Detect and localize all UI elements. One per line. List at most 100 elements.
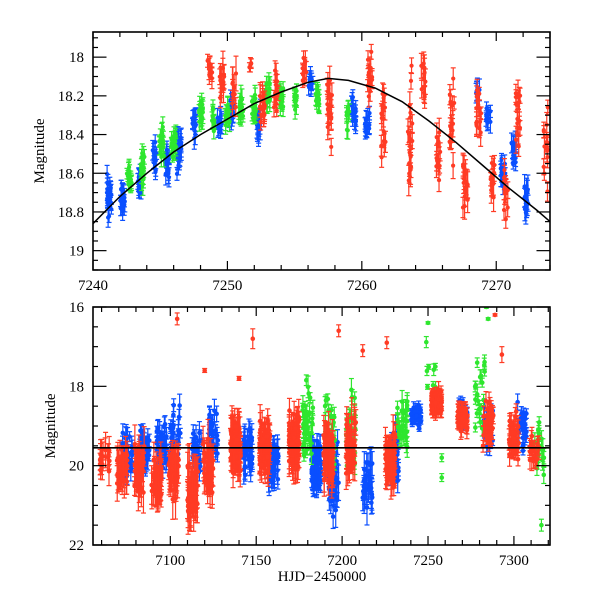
data-point <box>524 188 529 193</box>
data-point-blue <box>177 393 183 418</box>
data-point <box>522 207 528 212</box>
data-point-red <box>460 152 466 177</box>
data-point <box>329 116 334 121</box>
data-point <box>274 108 279 113</box>
data-point-red <box>501 158 507 183</box>
series-red <box>205 43 550 229</box>
data-point <box>170 145 175 150</box>
data-point <box>381 116 386 121</box>
data-point-blue <box>483 110 489 123</box>
data-point-blue <box>176 408 182 426</box>
data-point <box>502 167 507 173</box>
data-point <box>435 141 440 147</box>
data-point <box>406 178 411 183</box>
data-point <box>214 433 220 438</box>
data-point <box>258 119 263 124</box>
data-point-blue <box>104 164 110 184</box>
data-point <box>207 412 212 418</box>
data-point-red <box>475 91 481 108</box>
data-point <box>405 129 411 134</box>
data-point <box>261 113 266 119</box>
data-point-blue <box>241 454 247 485</box>
data-point <box>162 424 167 430</box>
data-point-red <box>490 167 496 198</box>
data-point <box>509 140 514 146</box>
data-point-blue <box>509 132 515 154</box>
data-point <box>408 115 413 120</box>
data-point <box>477 119 483 124</box>
data-point <box>369 74 375 80</box>
data-point-red <box>218 67 224 93</box>
data-point <box>159 131 164 137</box>
data-point <box>488 177 493 182</box>
y-tick-label: 18.2 <box>58 89 84 105</box>
data-point <box>154 428 160 434</box>
data-point-red <box>221 63 227 90</box>
data-point <box>511 162 516 167</box>
y-tick-label: 18.8 <box>58 205 84 221</box>
data-point <box>484 114 489 119</box>
data-point-red <box>407 107 413 128</box>
data-point <box>435 158 440 163</box>
data-point <box>267 98 272 104</box>
data-point <box>222 74 227 79</box>
data-point-blue <box>308 76 314 97</box>
data-point <box>308 84 314 90</box>
x-tick-label: 7240 <box>78 278 108 294</box>
data-point <box>474 123 479 128</box>
data-point <box>422 94 427 100</box>
data-point <box>242 434 248 440</box>
data-point-red <box>516 111 522 131</box>
data-point <box>160 136 165 141</box>
data-point <box>119 186 124 192</box>
data-point-red <box>450 152 456 180</box>
data-point-red <box>409 57 415 75</box>
data-point-blue <box>353 115 359 127</box>
zoom-panel-y-tick-labels: 18 18.2 18.4 18.6 18.8 19 <box>58 50 85 259</box>
data-point-red <box>272 60 278 81</box>
data-point <box>233 71 239 76</box>
data-point-red <box>328 137 334 157</box>
data-point <box>176 163 181 168</box>
data-point-red <box>515 90 521 105</box>
data-point <box>451 163 456 168</box>
data-point <box>266 87 272 92</box>
data-point <box>127 170 132 175</box>
data-point <box>326 111 331 116</box>
data-point <box>545 146 550 151</box>
data-point <box>517 118 522 123</box>
data-point <box>516 95 521 100</box>
data-point <box>238 112 244 117</box>
x-tick-label: 7270 <box>481 278 511 294</box>
data-point <box>193 434 199 440</box>
data-point-red <box>477 107 483 136</box>
data-point-red <box>365 65 371 86</box>
data-point <box>249 99 255 104</box>
data-point-red <box>543 131 549 153</box>
data-point-blue <box>177 427 183 439</box>
data-point <box>232 92 237 97</box>
data-point-green <box>198 108 204 128</box>
data-point <box>120 430 126 436</box>
data-point <box>257 93 263 99</box>
data-point-red <box>368 43 374 60</box>
data-point-blue <box>193 424 199 450</box>
data-point-red <box>381 132 387 158</box>
data-point <box>410 121 415 126</box>
data-point-red <box>328 106 334 131</box>
data-point <box>211 119 216 124</box>
data-point <box>105 171 110 177</box>
data-point-green <box>266 83 272 96</box>
data-point-green <box>345 99 351 117</box>
data-point <box>436 177 442 183</box>
data-point <box>369 49 374 54</box>
data-point <box>344 127 350 132</box>
zoom-panel: 7240 7250 7260 7270 18 18.2 18.4 18.6 18.8 19 Ma… <box>32 31 551 294</box>
x-tick-label: 7260 <box>347 278 377 294</box>
data-point-red <box>233 55 239 92</box>
zoom-panel-frame <box>92 31 551 271</box>
data-point-red <box>300 63 306 83</box>
data-point <box>197 102 202 107</box>
data-point-red <box>327 65 333 96</box>
